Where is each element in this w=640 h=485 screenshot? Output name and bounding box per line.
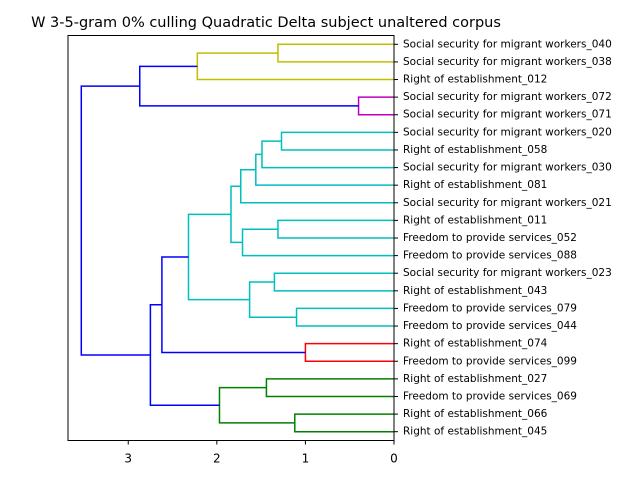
leaf-label: Freedom to provide services_088 xyxy=(403,250,577,262)
leaf-label: Right of establishment_081 xyxy=(403,179,547,191)
leaf-label: Right of establishment_058 xyxy=(403,144,547,156)
leaf-label: Right of establishment_027 xyxy=(403,373,547,385)
leaf-label: Social security for migrant workers_072 xyxy=(403,91,612,103)
leaf-labels: Social security for migrant workers_040 S… xyxy=(394,38,612,438)
dendrogram-link-m15 xyxy=(304,342,394,363)
dendrogram-link-m2 xyxy=(357,96,394,116)
leaf-label: Social security for migrant workers_021 xyxy=(403,197,612,209)
x-tick-label: 2 xyxy=(213,452,221,466)
dendrogram-link-m19 xyxy=(218,386,295,424)
leaf-label: Right of establishment_066 xyxy=(403,408,548,420)
leaf-label: Right of establishment_074 xyxy=(403,338,548,350)
dendrogram-link-m7 xyxy=(239,169,394,204)
dendrogram-link-m20 xyxy=(149,303,220,407)
leaf-label: Social security for migrant workers_038 xyxy=(403,56,612,68)
leaf-label: Freedom to provide services_099 xyxy=(403,355,577,367)
x-tick-label: 3 xyxy=(124,452,132,466)
leaf-label: Social security for migrant workers_071 xyxy=(403,109,612,121)
dendrogram-link-m9 xyxy=(241,228,394,257)
leaf-label: Right of establishment_011 xyxy=(403,214,547,226)
leaf-label: Right of establishment_043 xyxy=(403,285,547,297)
dendrogram-link-m18 xyxy=(294,413,394,433)
x-tick-label: 1 xyxy=(302,452,310,466)
dendrogram-link-m17 xyxy=(265,378,394,398)
dendrogram-link-m16 xyxy=(161,256,306,354)
dendrogram-link-m0 xyxy=(277,43,394,63)
leaf-label: Freedom to provide services_044 xyxy=(403,320,577,332)
dendrogram-link-m11 xyxy=(273,272,394,292)
leaf-label: Social security for migrant workers_020 xyxy=(403,126,612,138)
chart-title: W 3-5-gram 0% culling Quadratic Delta su… xyxy=(31,15,501,31)
dendrogram-link-m8 xyxy=(277,219,394,239)
dendrogram-link-m3 xyxy=(139,65,359,107)
leaf-label: Right of establishment_045 xyxy=(403,426,547,438)
dendrogram-links xyxy=(80,43,394,433)
dendrogram-link-m21 xyxy=(80,85,151,356)
dendrogram-link-m1 xyxy=(196,52,394,81)
dendrogram-link-m4 xyxy=(280,131,394,151)
x-axis-ticks: 3 2 1 0 xyxy=(124,440,398,466)
dendrogram-link-m12 xyxy=(295,307,394,327)
leaf-label: Right of establishment_012 xyxy=(403,74,547,86)
dendrogram-link-m6 xyxy=(255,153,394,186)
leaf-label: Social security for migrant workers_023 xyxy=(403,267,612,279)
leaf-label: Social security for migrant workers_030 xyxy=(403,162,612,174)
dendrogram-link-m14 xyxy=(187,213,250,301)
x-tick-label: 0 xyxy=(390,452,398,466)
leaf-label: Freedom to provide services_069 xyxy=(403,390,577,402)
leaf-label: Freedom to provide services_079 xyxy=(403,302,577,314)
leaf-label: Freedom to provide services_052 xyxy=(403,232,577,244)
dendrogram-link-m13 xyxy=(248,281,297,318)
leaf-label: Social security for migrant workers_040 xyxy=(403,38,612,50)
